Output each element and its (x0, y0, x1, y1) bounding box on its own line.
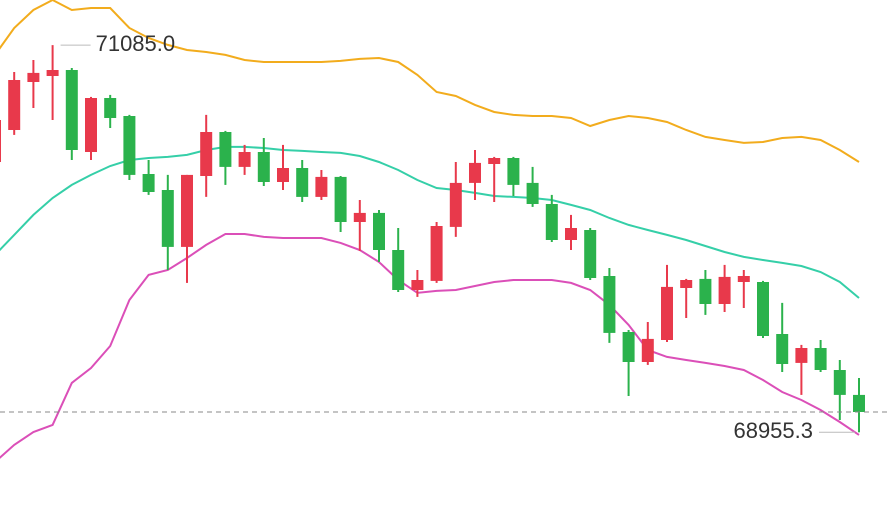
candle-body (488, 158, 501, 164)
candle-body (449, 182, 462, 227)
candle-body (85, 98, 97, 152)
candle-body (603, 276, 616, 333)
candle-body (641, 338, 654, 362)
candle-body (584, 230, 597, 278)
candle-body (718, 276, 731, 304)
candle-body (123, 116, 136, 175)
candle-body (142, 174, 155, 192)
candle-body (795, 348, 808, 363)
candle-body (104, 98, 117, 118)
high-label: 71085.0 (96, 31, 176, 56)
candle-body (469, 162, 481, 183)
band-line (0, 0, 860, 163)
candle-body (219, 132, 232, 167)
candle-body (411, 280, 424, 290)
candle-body (257, 152, 270, 182)
candle-body (46, 70, 59, 76)
candle-body (200, 132, 213, 176)
candle-body (373, 212, 385, 250)
candle-body (238, 152, 251, 167)
band-line (0, 233, 860, 459)
candle-body (0, 120, 1, 162)
candle-body (545, 204, 558, 240)
candle-body (814, 348, 827, 370)
candle-body (737, 276, 750, 282)
candle-body (430, 226, 443, 281)
candle-body (776, 334, 789, 364)
candle-body (565, 228, 577, 240)
candle-body (334, 176, 347, 222)
candle-body (27, 72, 40, 82)
candle-body (8, 80, 21, 130)
candle-body (392, 250, 405, 290)
candle-body (277, 168, 289, 182)
candle-body (161, 190, 174, 247)
candle-body (757, 282, 769, 336)
candle-body (353, 212, 366, 222)
candle-body (680, 280, 693, 288)
candle-body (661, 286, 673, 340)
low-label: 68955.3 (733, 418, 813, 443)
candle-body (181, 174, 193, 247)
candle-body (833, 370, 846, 395)
candle-body (622, 332, 635, 362)
candle-body (699, 278, 712, 304)
candle-body (526, 182, 539, 204)
candle-body (65, 70, 78, 150)
candle-body (296, 168, 309, 197)
candle-body (315, 176, 328, 197)
candle-body (853, 394, 865, 412)
band-line (0, 145, 860, 299)
candle-body (507, 158, 520, 185)
